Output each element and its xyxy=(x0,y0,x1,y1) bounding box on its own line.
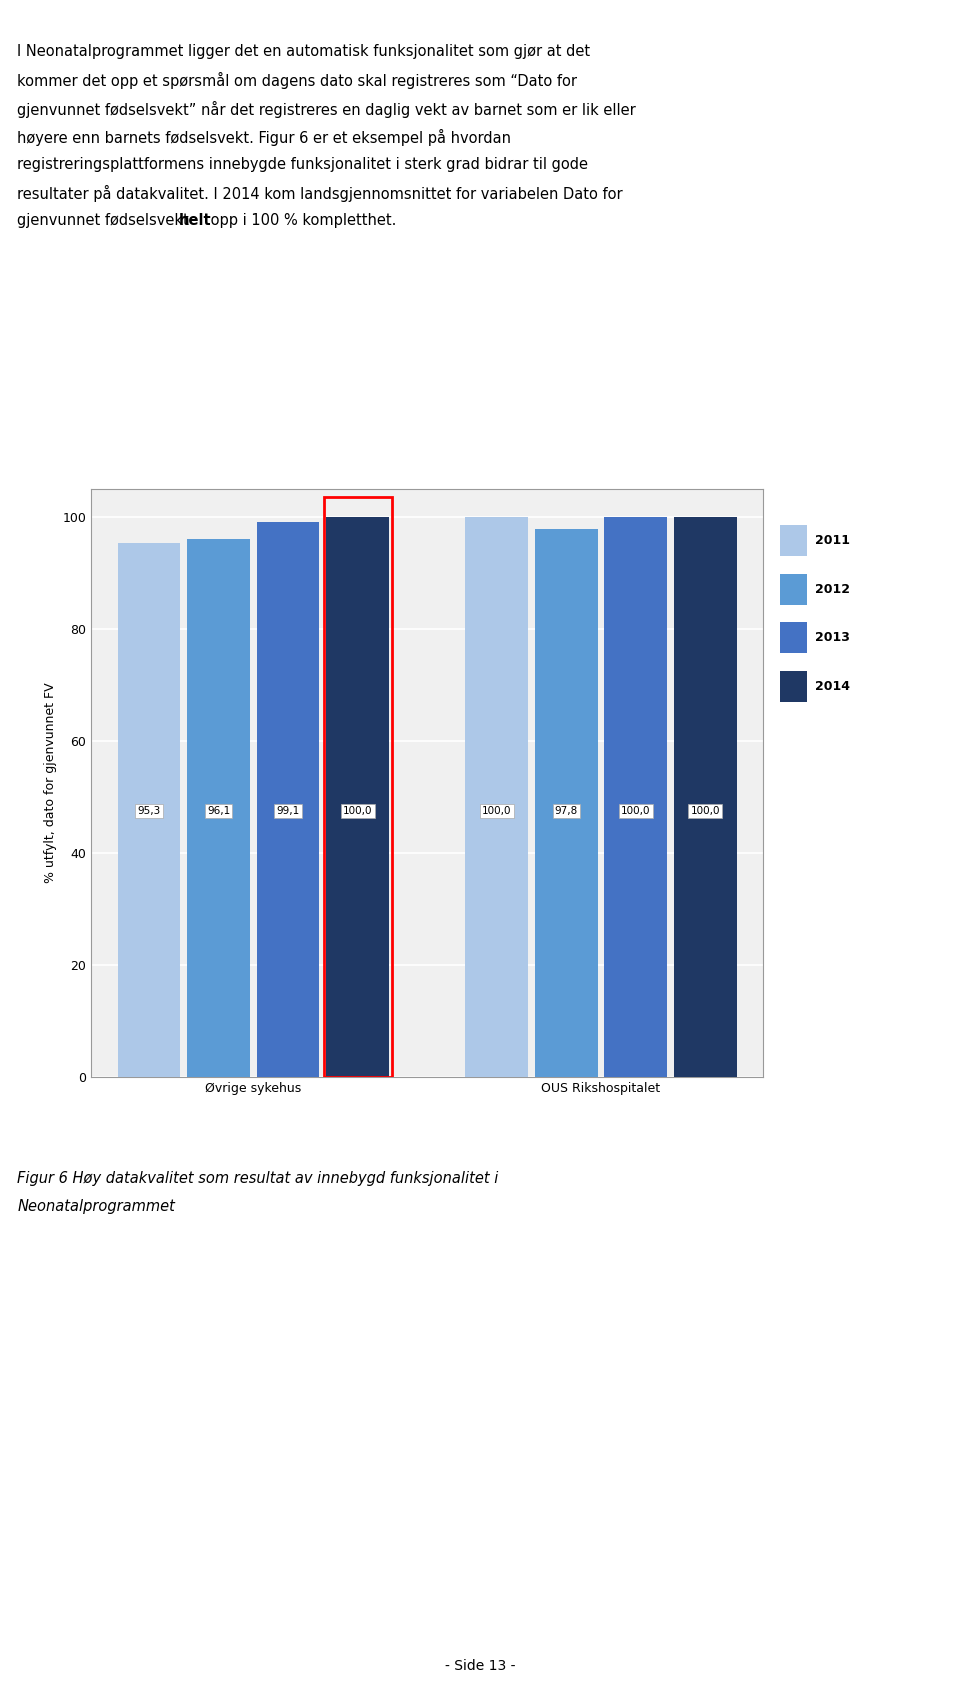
Bar xyxy=(780,622,807,653)
Text: 2014: 2014 xyxy=(815,680,850,694)
Text: 100,0: 100,0 xyxy=(343,806,372,816)
Text: høyere enn barnets fødselsvekt. Figur 6 er et eksempel på hvordan: høyere enn barnets fødselsvekt. Figur 6 … xyxy=(17,130,512,145)
Text: 100,0: 100,0 xyxy=(621,806,651,816)
Text: opp i 100 % kompletthet.: opp i 100 % kompletthet. xyxy=(206,213,396,228)
Text: gjenvunnet fødselsvekt: gjenvunnet fødselsvekt xyxy=(17,213,194,228)
Text: 2013: 2013 xyxy=(815,630,850,644)
Text: 100,0: 100,0 xyxy=(482,806,512,816)
Bar xyxy=(605,516,667,1077)
Text: 95,3: 95,3 xyxy=(137,806,160,816)
Y-axis label: % utfylt, dato for gjenvunnet FV: % utfylt, dato for gjenvunnet FV xyxy=(44,683,57,883)
Text: gjenvunnet fødselsvekt” når det registreres en daglig vekt av barnet som er lik : gjenvunnet fødselsvekt” når det registre… xyxy=(17,101,636,118)
Text: 96,1: 96,1 xyxy=(207,806,230,816)
Bar xyxy=(257,521,320,1077)
Bar xyxy=(780,525,807,556)
Text: resultater på datakvalitet. I 2014 kom landsgjennomsnittet for variabelen Dato f: resultater på datakvalitet. I 2014 kom l… xyxy=(17,186,623,201)
Bar xyxy=(187,538,250,1077)
Text: 2012: 2012 xyxy=(815,583,850,596)
Bar xyxy=(535,530,597,1077)
Text: Neonatalprogrammet: Neonatalprogrammet xyxy=(17,1200,175,1213)
Text: - Side 13 -: - Side 13 - xyxy=(444,1660,516,1673)
Text: 99,1: 99,1 xyxy=(276,806,300,816)
Text: kommer det opp et spørsmål om dagens dato skal registreres som “Dato for: kommer det opp et spørsmål om dagens dat… xyxy=(17,72,577,89)
Bar xyxy=(326,516,389,1077)
Text: registreringsplattformens innebygde funksjonalitet i sterk grad bidrar til gode: registreringsplattformens innebygde funk… xyxy=(17,157,588,172)
Text: helt: helt xyxy=(179,213,211,228)
Bar xyxy=(780,574,807,605)
Text: I Neonatalprogrammet ligger det en automatisk funksjonalitet som gjør at det: I Neonatalprogrammet ligger det en autom… xyxy=(17,44,590,60)
Text: Figur 6 Høy datakvalitet som resultat av innebygd funksjonalitet i: Figur 6 Høy datakvalitet som resultat av… xyxy=(17,1171,498,1186)
Text: 2011: 2011 xyxy=(815,533,850,547)
Bar xyxy=(466,516,528,1077)
Bar xyxy=(780,671,807,702)
Text: 100,0: 100,0 xyxy=(690,806,720,816)
Bar xyxy=(324,498,392,1077)
Text: 97,8: 97,8 xyxy=(555,806,578,816)
Bar xyxy=(674,516,736,1077)
Bar xyxy=(118,544,180,1077)
